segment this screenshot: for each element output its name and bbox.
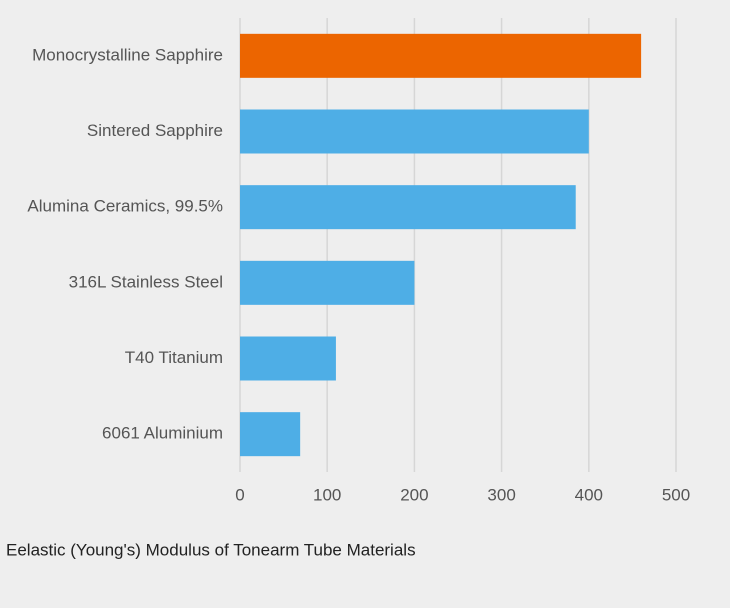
chart-title: Eelastic (Young's) Modulus of Tonearm Tu… bbox=[6, 540, 416, 559]
bar bbox=[240, 336, 336, 381]
y-tick-label: 6061 Aluminium bbox=[102, 424, 223, 443]
y-tick-label: T40 Titanium bbox=[125, 348, 223, 367]
bar bbox=[240, 260, 415, 305]
x-tick-label: 300 bbox=[487, 485, 515, 504]
y-tick-label: Sintered Sapphire bbox=[87, 121, 223, 140]
bar bbox=[240, 109, 589, 154]
bar bbox=[240, 33, 642, 78]
bar bbox=[240, 185, 576, 230]
x-tick-label: 100 bbox=[313, 485, 341, 504]
y-tick-label: 316L Stainless Steel bbox=[69, 272, 223, 291]
y-tick-label: Alumina Ceramics, 99.5% bbox=[27, 197, 223, 216]
x-tick-label: 400 bbox=[575, 485, 603, 504]
bar bbox=[240, 412, 301, 457]
y-tick-label: Monocrystalline Sapphire bbox=[32, 45, 223, 64]
x-tick-label: 0 bbox=[235, 485, 244, 504]
x-tick-label: 500 bbox=[662, 485, 690, 504]
x-tick-label: 200 bbox=[400, 485, 428, 504]
